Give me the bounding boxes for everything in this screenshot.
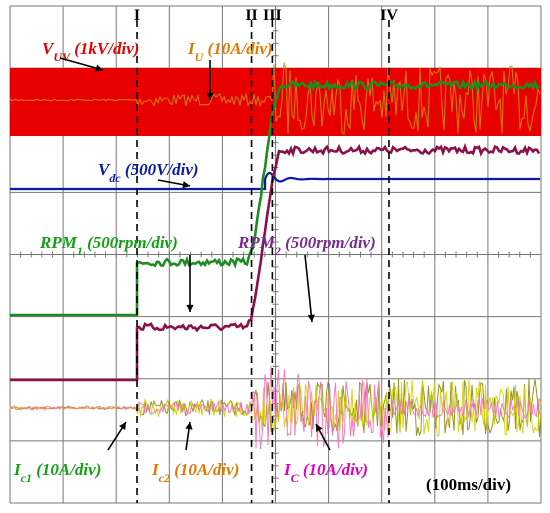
iu-label-symbol: I [187, 39, 196, 58]
ic1-label: Ic1 (10A/div) [13, 460, 101, 485]
ic-label-scale: (10A/div) [299, 460, 368, 479]
arrow-head [316, 424, 323, 432]
rpm2-label: RPM2 (500rpm/div) [237, 233, 376, 258]
arrow-head [185, 422, 193, 430]
rpm1-label-scale: (500rpm/div) [83, 233, 178, 252]
ic1-label-subscript: c1 [21, 471, 32, 485]
vuv-label-scale: (1kV/div) [70, 39, 139, 58]
arrow-head [206, 92, 214, 100]
arrow-head [186, 304, 194, 312]
rpm1-trace [10, 77, 540, 317]
ic-label: IC (10A/div) [283, 460, 368, 485]
ic1-trace [9, 380, 542, 437]
vuv-label-subscript: UV [53, 50, 71, 64]
vdc-label-scale: (500V/div) [121, 160, 199, 179]
ic-label-symbol: I [283, 460, 292, 479]
arrow-head [119, 422, 126, 430]
arrow-head [307, 314, 315, 322]
rpm2-trace [10, 142, 541, 382]
rpm2-label-scale: (500rpm/div) [281, 233, 376, 252]
ic2-label-symbol: I [151, 460, 160, 479]
phase-marker-label: III [263, 7, 282, 24]
ic-trace [9, 365, 542, 450]
vdc-trace [10, 171, 541, 191]
iu-label: IU (10A/div) [187, 39, 273, 64]
arrow-head [182, 181, 190, 189]
time-scale-label: (100ms/div) [426, 475, 511, 494]
label-arrows [59, 57, 331, 451]
vdc-label-symbol: V [98, 160, 111, 179]
vuv-label-symbol: V [42, 39, 55, 58]
arrow-line [59, 57, 104, 71]
ic2-label: Ic2 (10A/div) [151, 460, 239, 485]
series-labels: VUV (1kV/div) IU (10A/div)Vdc (500V/div)R… [13, 39, 376, 485]
iu-trace [9, 62, 541, 135]
rpm2-label-subscript: 2 [274, 244, 281, 258]
phase-marker-label: I [134, 7, 140, 24]
arrow-line [304, 254, 313, 323]
ic2-label-subscript: c2 [159, 471, 170, 485]
iu-label-scale: (10A/div) [203, 39, 272, 58]
ic2-label-scale: (10A/div) [170, 460, 239, 479]
vdc-label: Vdc (500V/div) [98, 160, 199, 185]
phase-marker-label: IV [380, 7, 398, 24]
vdc-label-subscript: dc [109, 171, 121, 185]
scope-traces [9, 62, 542, 450]
ic1-label-scale: (10A/div) [32, 460, 101, 479]
rpm1-label: RPM1 (500rpm/div) [39, 233, 178, 258]
vuv-label: VUV (1kV/div) [42, 39, 139, 64]
ic-label-subscript: C [291, 471, 300, 485]
arrow-head [95, 64, 103, 72]
rpm1-label-subscript: 1 [77, 244, 83, 258]
rpm2-label-symbol: RPM [237, 233, 276, 252]
ic1-label-symbol: I [13, 460, 22, 479]
rpm1-label-symbol: RPM [39, 233, 78, 252]
phase-markers: I II III IV [134, 7, 398, 503]
iu-label-subscript: U [195, 50, 205, 64]
phase-marker-label: II [245, 7, 257, 24]
